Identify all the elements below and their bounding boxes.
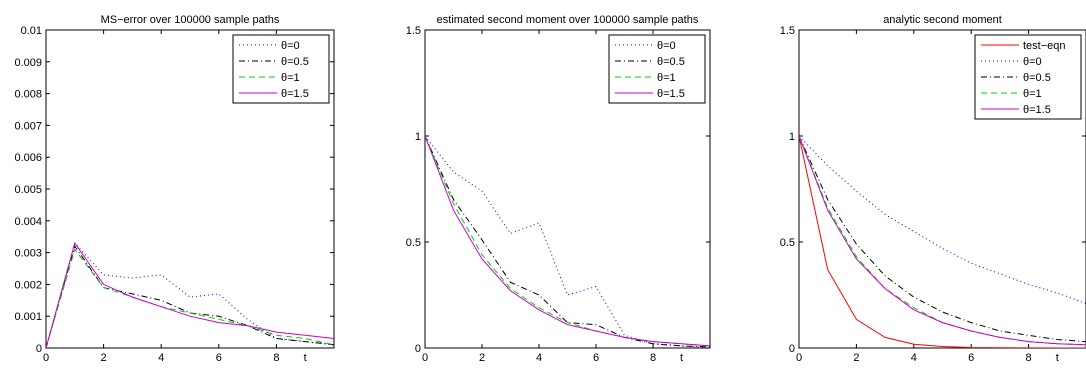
chart-2: estimated second moment over 100000 samp… [406,14,711,364]
legend: θ=0 θ=0.5 θ=1 θ=1.5 [232,34,330,104]
legend-label-4: θ=1.5 [281,88,309,100]
x-tick-label: 6 [216,352,222,364]
legend-label-3: θ=1 [657,72,676,84]
x-tick-label: 2 [479,352,485,364]
x-tick-label: 4 [158,352,164,364]
series-line-3 [799,135,1086,343]
y-tick-label: 0 [789,343,795,355]
legend-label-3: θ=0.5 [1023,72,1051,84]
legend-label-2: θ=0.5 [657,56,685,68]
legend: test−eqn θ=0 θ=0.5 θ=1 θ=1.5 [974,34,1082,120]
y-tick-label: 0.001 [14,311,42,323]
legend-label-4: θ=1 [1023,88,1042,100]
series-line-4 [46,241,334,348]
legend-label-1: test−eqn [1023,40,1066,52]
series-line-2 [46,245,334,348]
legend-label-2: θ=0.5 [281,56,309,68]
series-line-1 [799,135,1086,348]
chart-title: analytic second moment [883,14,1002,26]
x-tick-label: 6 [968,352,974,364]
y-tick-label: 1 [415,131,421,143]
y-tick-label: 0.008 [14,89,42,101]
x-tick-label: 0 [43,352,49,364]
x-tick-label: 8 [1026,352,1032,364]
y-tick-label: 0.007 [14,120,42,132]
x-tick-label: 6 [593,352,599,364]
legend-label-1: θ=0 [281,40,300,52]
x-tick-label: 2 [853,352,859,364]
legend-label-4: θ=1.5 [657,88,685,100]
y-tick-label: 0.5 [406,237,421,249]
chart-1: MS−error over 100000 sample paths 0 2 4 6 8 t 0… [14,14,335,364]
y-tick-label: 0.003 [14,248,42,260]
y-tick-label: 0.002 [14,279,42,291]
x-tick-label: 8 [650,352,656,364]
series-line-2 [425,135,710,348]
y-tick-label: 0.005 [14,184,42,196]
legend-box [608,34,706,104]
y-tick-label: 0 [36,343,42,355]
x-tick-label: 0 [422,352,428,364]
series-line-3 [425,135,710,347]
legend-label-2: θ=0 [1023,56,1042,68]
series-line-3 [46,248,334,348]
x-tick-label: 0 [796,352,802,364]
y-tick-label: 1.5 [406,25,421,37]
series-line-5 [799,135,1086,346]
y-tick-label: 0.009 [14,57,42,69]
y-tick-label: 0.006 [14,152,42,164]
legend-label-1: θ=0 [657,40,676,52]
x-axis-label: t [680,352,683,364]
y-tick-label: 1.5 [780,25,795,37]
x-tick-label: 2 [101,352,107,364]
y-tick-label: 0 [415,343,421,355]
x-axis-label: t [1056,352,1059,364]
y-tick-label: 0.5 [780,237,795,249]
x-tick-label: 4 [536,352,542,364]
legend: θ=0 θ=0.5 θ=1 θ=1.5 [608,34,706,104]
x-tick-label: 8 [273,352,279,364]
y-tick-label: 0.004 [14,216,42,228]
series-line-4 [425,135,710,347]
legend-label-3: θ=1 [281,72,300,84]
chart-title: MS−error over 100000 sample paths [101,14,280,26]
y-tick-label: 0.01 [21,25,42,37]
x-axis-label: t [304,352,307,364]
legend-box [974,34,1082,120]
x-tick-label: 4 [911,352,917,364]
y-tick-label: 1 [789,131,795,143]
chart-3: analytic second moment 0 2 4 6 8 t 0 0.5 1 1.5 test… [780,14,1086,364]
chart-title: estimated second moment over 100000 samp… [437,14,699,26]
legend-label-5: θ=1.5 [1023,104,1051,116]
legend-box [232,34,330,104]
